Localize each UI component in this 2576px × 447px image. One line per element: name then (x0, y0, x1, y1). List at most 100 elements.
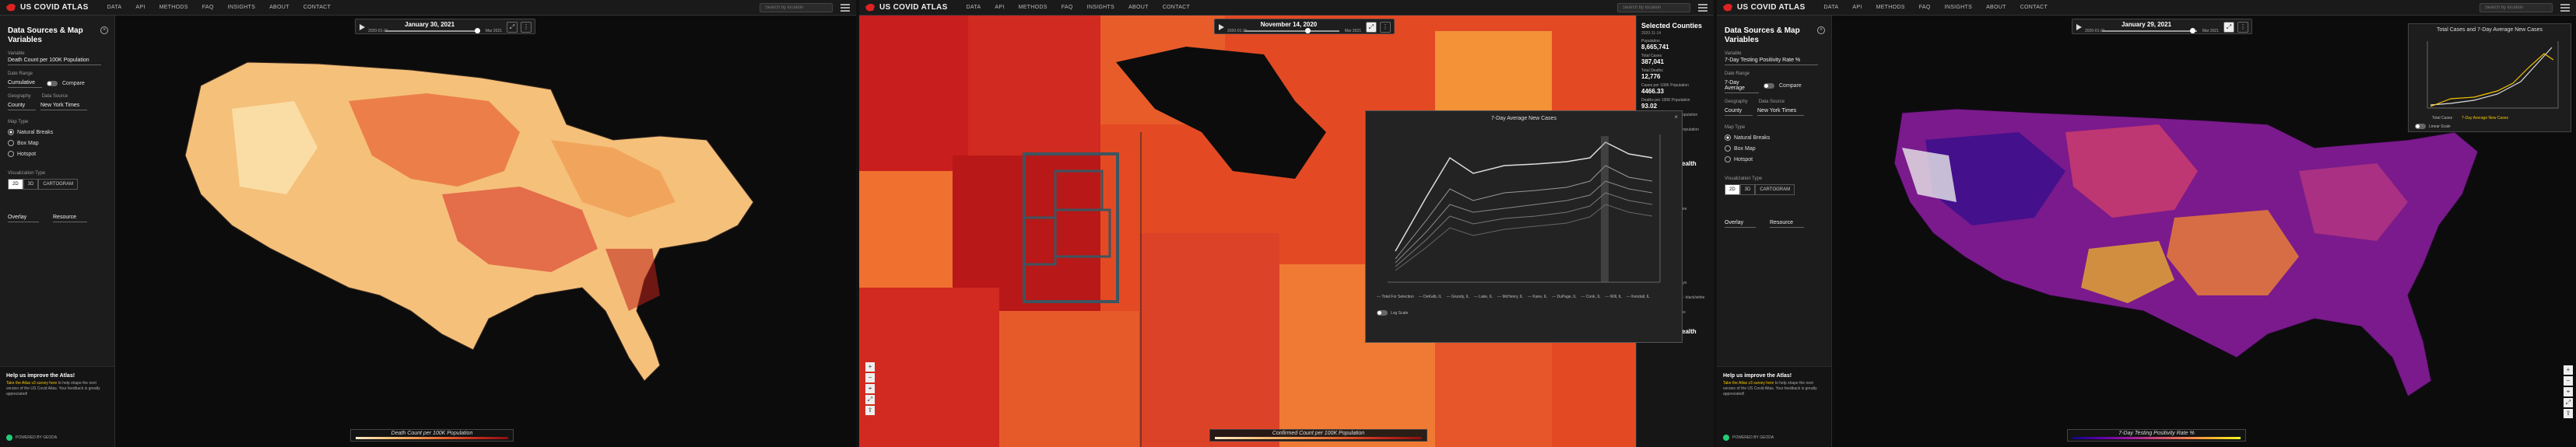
viz-cartogram-button[interactable]: CARTOGRAM (38, 179, 79, 190)
menu-icon[interactable] (2560, 4, 2570, 12)
legend-item[interactable]: DuPage, IL (1552, 295, 1576, 299)
nav-api[interactable]: API (135, 5, 146, 10)
legend-item[interactable]: Total Cases (2432, 116, 2453, 120)
geography-select[interactable]: County (1725, 108, 1753, 116)
search-input[interactable] (760, 3, 833, 12)
legend-item[interactable]: DeKalb, IL (1419, 295, 1441, 299)
nav-faq[interactable]: FAQ (1918, 5, 1931, 10)
logo[interactable]: US COVID ATLAS (1723, 3, 1806, 12)
legend-item[interactable]: Cook, IL (1581, 295, 1601, 299)
map-type-natural-breaks[interactable]: Natural Breaks (8, 129, 107, 135)
close-icon[interactable]: × (1817, 26, 1825, 34)
nav-api[interactable]: API (995, 5, 1005, 10)
nav-methods[interactable]: METHODS (1876, 5, 1905, 10)
legend-item[interactable]: Total For Selection (1377, 295, 1413, 299)
zoom-in-icon[interactable]: + (2564, 365, 2573, 375)
nav-about[interactable]: ABOUT (1128, 5, 1149, 10)
zoom-out-icon[interactable]: − (2564, 376, 2573, 386)
play-icon[interactable] (2076, 24, 2082, 30)
date-slider-knob[interactable] (1305, 28, 1311, 33)
date-range-select[interactable]: 7-Day Average (1725, 80, 1759, 93)
more-icon[interactable]: ⋮ (521, 22, 532, 33)
nav-data[interactable]: DATA (107, 5, 122, 10)
map-type-box-map[interactable]: Box Map (1725, 145, 1823, 152)
legend-item[interactable]: Kane, IL (1528, 295, 1547, 299)
date-range-select[interactable]: Cumulative (8, 80, 42, 88)
survey-link[interactable]: Take the Atlas v3 survey here (6, 381, 58, 386)
map-type-box-map[interactable]: Box Map (8, 140, 107, 146)
viz-2d-button[interactable]: 2D (1725, 184, 1740, 195)
resource-select[interactable]: Resource (1770, 220, 1804, 228)
data-source-select[interactable]: New York Times (1757, 108, 1804, 116)
nav-faq[interactable]: FAQ (1061, 5, 1073, 10)
date-slider-track[interactable] (385, 28, 480, 33)
chart-icon[interactable]: ⤢ (507, 22, 518, 33)
date-slider-track[interactable] (1244, 28, 1339, 33)
zoom-out-icon[interactable]: − (865, 373, 875, 382)
nav-api[interactable]: API (1852, 5, 1862, 10)
nav-data[interactable]: DATA (966, 5, 981, 10)
search-input[interactable] (2479, 3, 2553, 12)
close-icon[interactable]: × (1674, 113, 1678, 120)
viz-2d-button[interactable]: 2D (8, 179, 23, 190)
overlay-select[interactable]: Overlay (1725, 220, 1756, 228)
nav-about[interactable]: ABOUT (269, 5, 290, 10)
close-icon[interactable]: × (100, 26, 108, 34)
nav-contact[interactable]: CONTACT (2020, 5, 2048, 10)
log-scale-toggle[interactable]: Log Scale (1377, 310, 1408, 316)
viz-cartogram-button[interactable]: CARTOGRAM (1755, 184, 1795, 195)
nav-faq[interactable]: FAQ (202, 5, 214, 10)
map-type-hotspot[interactable]: Hotspot (1725, 156, 1823, 162)
map-type-hotspot[interactable]: Hotspot (8, 151, 107, 157)
legend-item[interactable]: Grundy, IL (1446, 295, 1469, 299)
date-slider-track[interactable] (2102, 28, 2197, 33)
survey-link[interactable]: Take the Atlas v3 survey here (1723, 381, 1774, 386)
nav-insights[interactable]: INSIGHTS (227, 5, 256, 10)
map-canvas[interactable] (859, 16, 1714, 447)
more-icon[interactable]: ⋮ (2237, 22, 2248, 33)
compass-icon[interactable]: ⌖ (2564, 387, 2573, 396)
date-slider-knob[interactable] (2190, 28, 2196, 33)
resource-select[interactable]: Resource (53, 215, 87, 222)
viz-3d-button[interactable]: 3D (23, 179, 39, 190)
compare-toggle[interactable] (1764, 83, 1774, 89)
date-slider-knob[interactable] (474, 28, 480, 33)
play-icon[interactable] (1219, 24, 1224, 30)
logo[interactable]: US COVID ATLAS (865, 3, 948, 12)
legend-item[interactable]: McHenry, IL (1497, 295, 1523, 299)
map-canvas[interactable] (115, 16, 856, 447)
variable-select[interactable]: Death Count per 100K Population (8, 58, 101, 65)
nav-contact[interactable]: CONTACT (1162, 5, 1191, 10)
nav-insights[interactable]: INSIGHTS (1944, 5, 1973, 10)
menu-icon[interactable] (841, 4, 850, 12)
fullscreen-icon[interactable]: ⤢ (2564, 398, 2573, 407)
fullscreen-icon[interactable]: ⤢ (865, 395, 875, 404)
nav-insights[interactable]: INSIGHTS (1086, 5, 1115, 10)
nav-methods[interactable]: METHODS (1018, 5, 1048, 10)
share-icon[interactable]: ⇪ (2564, 409, 2573, 418)
legend-item[interactable]: Will, IL (1606, 295, 1622, 299)
linear-scale-toggle[interactable]: Linear Scale (2415, 124, 2451, 129)
variable-select[interactable]: 7-Day Testing Positivity Rate % (1725, 58, 1818, 65)
map-type-natural-breaks[interactable]: Natural Breaks (1725, 134, 1823, 141)
zoom-in-icon[interactable]: + (865, 362, 875, 372)
nav-methods[interactable]: METHODS (159, 5, 188, 10)
legend-item[interactable]: Kendall, IL (1627, 295, 1650, 299)
compass-icon[interactable]: ⌖ (865, 384, 875, 393)
overlay-select[interactable]: Overlay (8, 215, 39, 222)
logo[interactable]: US COVID ATLAS (6, 3, 89, 12)
share-icon[interactable]: ⇪ (865, 406, 875, 415)
compare-toggle[interactable] (47, 80, 58, 86)
search-input[interactable] (1617, 3, 1690, 12)
menu-icon[interactable] (1698, 4, 1707, 12)
map-canvas[interactable] (1832, 16, 2576, 447)
nav-contact[interactable]: CONTACT (303, 5, 332, 10)
data-source-select[interactable]: New York Times (40, 103, 87, 110)
viz-3d-button[interactable]: 3D (1739, 184, 1756, 195)
powered-by[interactable]: POWERED BY GEODA (1723, 435, 1774, 441)
geography-select[interactable]: County (8, 103, 36, 110)
chart-icon[interactable]: ⤢ (2223, 22, 2234, 33)
nav-about[interactable]: ABOUT (1986, 5, 2006, 10)
more-icon[interactable]: ⋮ (1380, 22, 1391, 33)
chart-icon[interactable]: ⤢ (1366, 22, 1377, 33)
